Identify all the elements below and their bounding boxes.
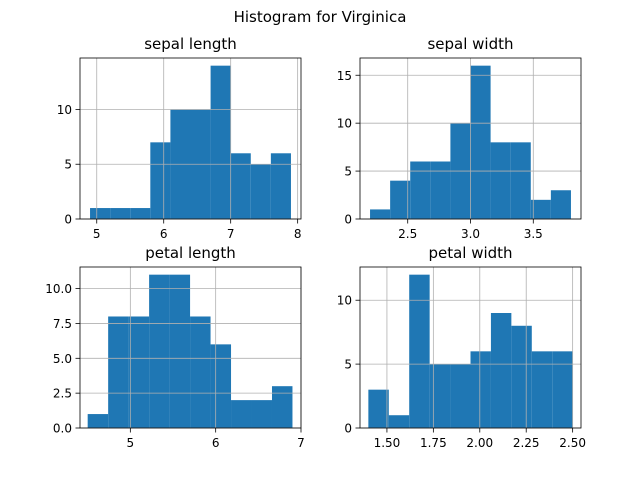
x-tick-label: 5	[93, 227, 101, 241]
subplot-1: 5 6 7 8 0 5 10 sepal length	[57, 35, 302, 241]
x-tick-label: 2.5	[398, 227, 417, 241]
y-tick-label: 2.5	[53, 387, 72, 401]
histogram-bar	[128, 316, 150, 428]
figure-title: Histogram for Virginica	[234, 8, 407, 26]
x-tick-label: 1.75	[420, 436, 447, 450]
histogram-bar	[169, 274, 191, 428]
histogram-bar	[150, 142, 171, 219]
y-tick-label: 5	[64, 158, 72, 172]
histogram-bar	[390, 180, 411, 219]
x-tick-label: 1.50	[374, 436, 401, 450]
histogram-bar	[108, 316, 129, 428]
histogram-bar	[149, 274, 170, 428]
histogram-bar	[190, 316, 211, 428]
histogram-bar	[388, 415, 410, 428]
histogram-bar	[550, 190, 571, 219]
axes-frame	[359, 266, 582, 429]
histogram-bar	[470, 65, 491, 220]
axes-frame	[79, 266, 302, 429]
y-tick-label: 10.0	[45, 282, 72, 296]
y-tick-label: 5.0	[53, 352, 72, 366]
histogram-bar	[210, 65, 231, 220]
histogram-bar	[210, 344, 232, 428]
x-tick-label: 8	[294, 227, 302, 241]
histogram-bar	[511, 325, 532, 428]
histogram-bar	[270, 153, 291, 219]
x-tick-label: 3.0	[461, 227, 480, 241]
histogram-bar	[271, 386, 293, 428]
histogram-bar	[530, 199, 551, 219]
y-tick-label: 5	[344, 165, 352, 179]
y-tick-label: 7.5	[53, 317, 72, 331]
x-tick-label: 2.25	[513, 436, 540, 450]
histogram-bar	[130, 208, 151, 219]
y-tick-label: 15	[337, 69, 352, 83]
subplot-title: petal width	[428, 244, 512, 262]
y-tick-label: 0	[344, 213, 352, 227]
histogram-bar	[110, 208, 131, 219]
y-tick-label: 0	[344, 422, 352, 436]
y-tick-label: 10	[57, 103, 72, 117]
histogram-bar	[90, 208, 111, 219]
y-tick-label: 10	[337, 294, 352, 308]
y-tick-label: 10	[337, 117, 352, 131]
histogram-bar	[470, 351, 491, 428]
x-tick-label: 6	[160, 227, 168, 241]
histogram-bar	[490, 313, 512, 428]
x-tick-label: 7	[297, 436, 305, 450]
histogram-bar	[430, 161, 451, 219]
histogram-bar	[429, 364, 451, 428]
x-tick-label: 7	[227, 227, 235, 241]
histogram-bar	[87, 414, 109, 428]
x-tick-label: 3.5	[524, 227, 543, 241]
x-tick-label: 2.50	[559, 436, 586, 450]
histogram-bar	[510, 142, 531, 219]
histogram-bar	[410, 161, 431, 219]
x-tick-label: 5	[127, 436, 135, 450]
histogram-bar	[531, 351, 553, 428]
x-tick-label: 2.00	[466, 436, 493, 450]
histogram-bar	[231, 400, 252, 428]
histogram-bar	[450, 364, 471, 428]
subplot-title: sepal length	[144, 35, 237, 53]
x-tick-label: 6	[212, 436, 220, 450]
subplot-title: petal length	[145, 244, 236, 262]
histogram-bar	[251, 400, 272, 428]
histogram-bar	[409, 274, 430, 428]
histogram-bar	[368, 389, 389, 428]
subplot-4: 1.50 1.75 2.00 2.25 2.50 0 5 10 petal width	[337, 244, 586, 450]
axes-frame	[79, 57, 302, 220]
histogram-bar	[370, 209, 391, 219]
histogram-bar	[490, 142, 511, 219]
subplot-2: 2.5 3.0 3.5 0 5 10 15 sepal width	[337, 35, 582, 241]
subplot-title: sepal width	[427, 35, 513, 53]
y-tick-label: 0.0	[53, 422, 72, 436]
histogram-bar	[250, 164, 271, 219]
subplot-3: 5 6 7 0.0 2.5 5.0 7.5 10.0 petal length	[45, 244, 305, 450]
histogram-bar	[230, 153, 251, 219]
y-tick-label: 5	[344, 358, 352, 372]
histogram-bar	[552, 351, 573, 428]
y-tick-label: 0	[64, 213, 72, 227]
